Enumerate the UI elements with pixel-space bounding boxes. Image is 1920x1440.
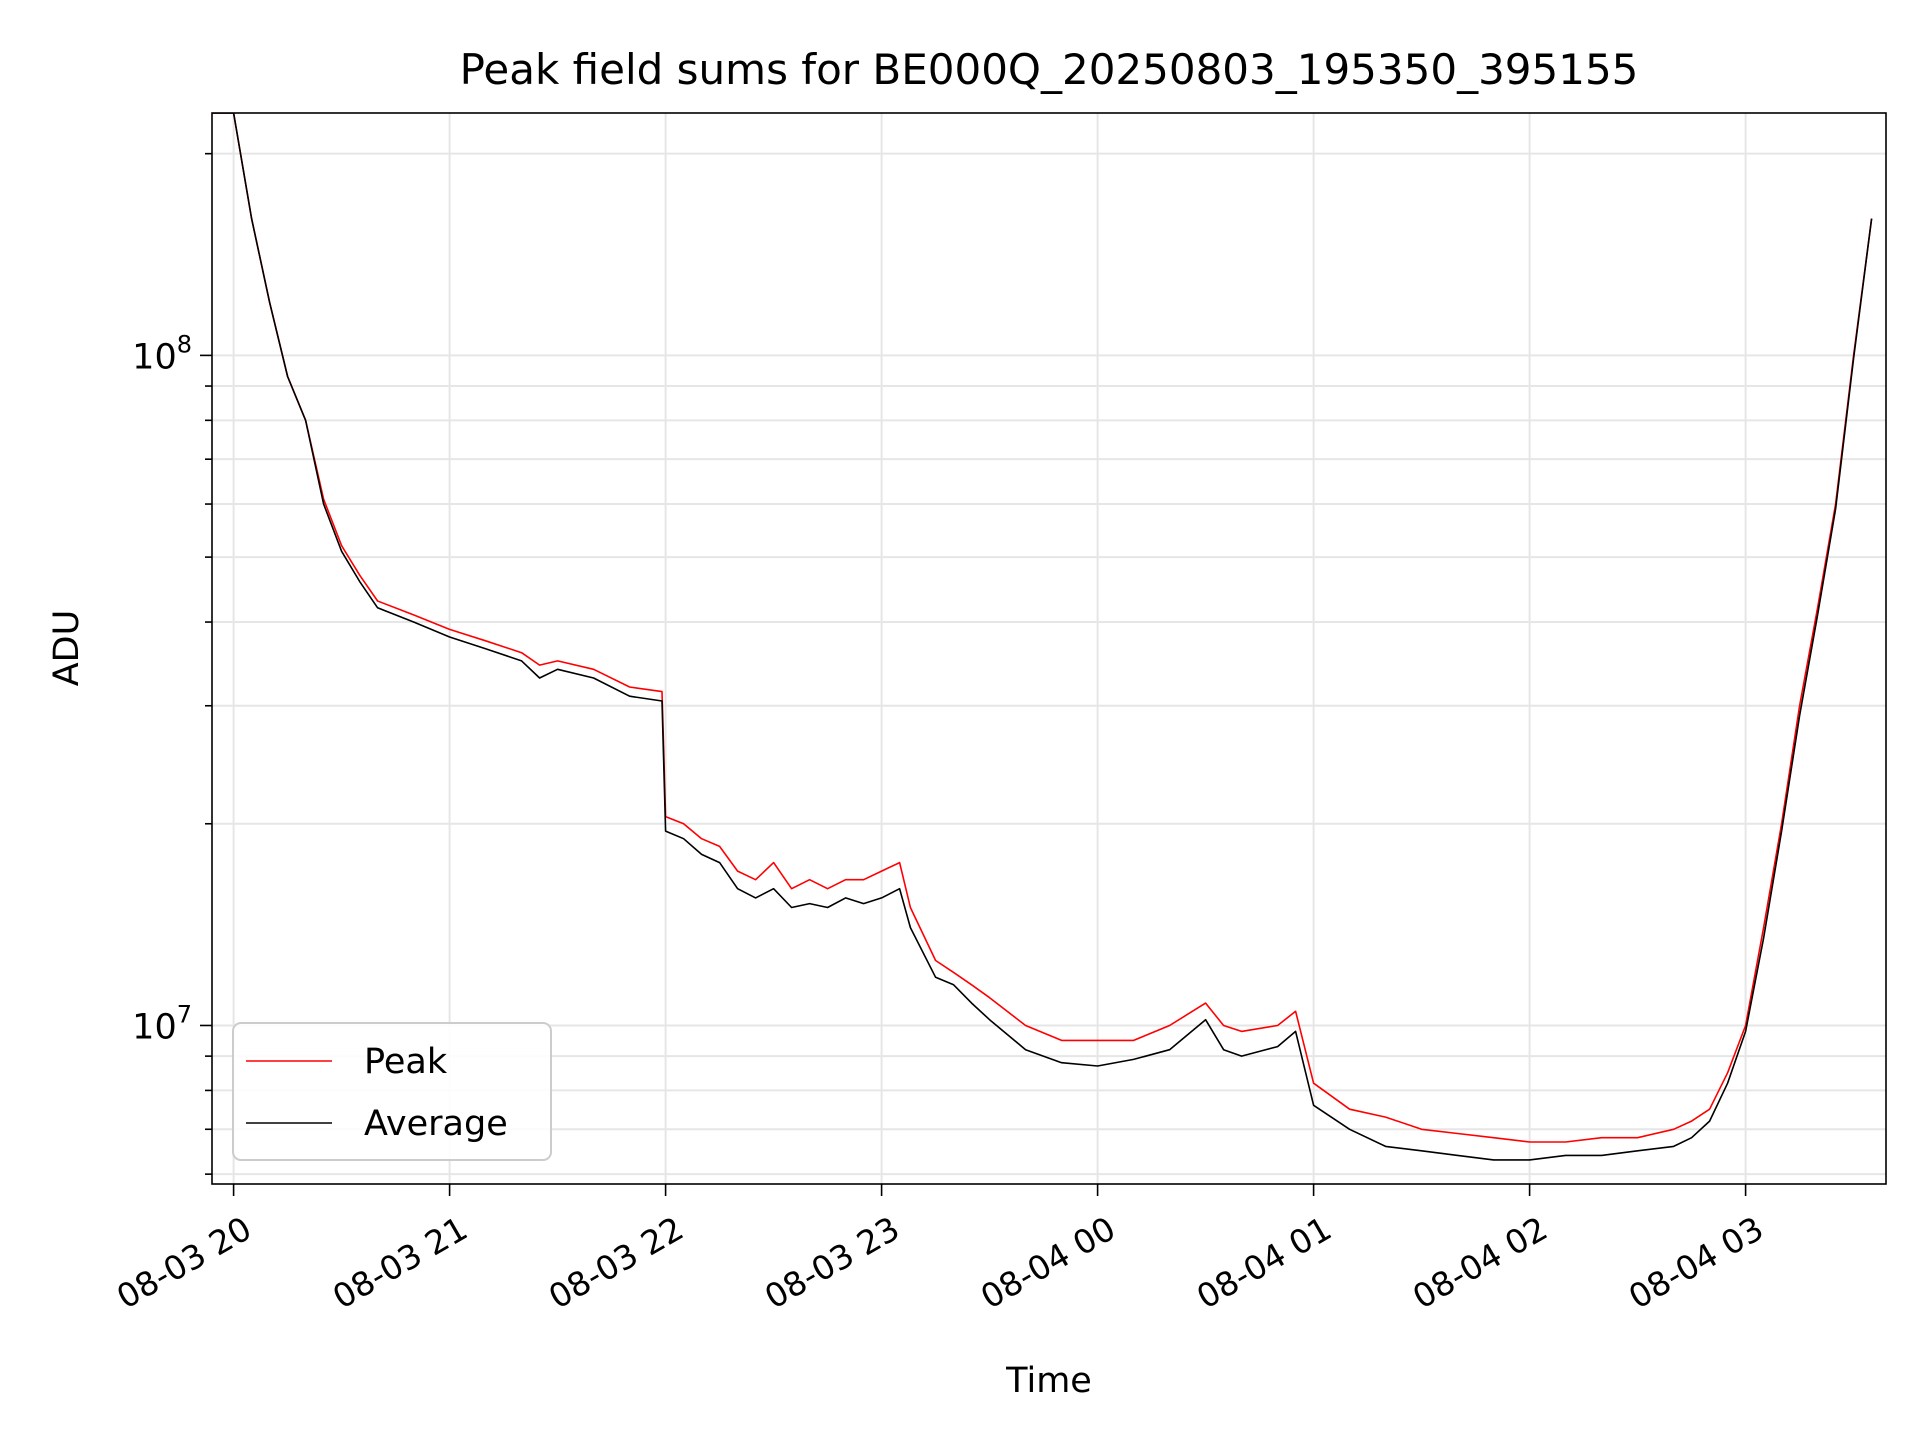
legend-label-average: Average	[364, 1104, 508, 1144]
series-line-peak	[212, 113, 1873, 1143]
series-lines	[212, 113, 1873, 1161]
grid-lines	[212, 113, 1886, 1184]
legend: Peak Average	[232, 1022, 552, 1161]
plot-area	[212, 113, 1873, 1161]
chart-title: Peak field sums for BE000Q_20250803_1953…	[460, 45, 1639, 94]
series-line-average	[212, 113, 1873, 1161]
legend-label-peak: Peak	[364, 1042, 448, 1082]
y-axis-label: ADU	[47, 610, 87, 687]
x-axis-label: Time	[1005, 1361, 1092, 1401]
axes-frame	[211, 112, 1887, 1185]
legend-box	[232, 1022, 552, 1161]
